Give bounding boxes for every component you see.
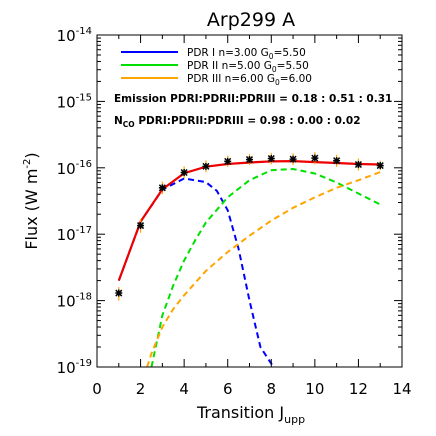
data-point — [289, 153, 297, 166]
point-marker — [180, 168, 188, 177]
data-point — [115, 287, 123, 301]
chart-title: Arp299 A — [207, 9, 295, 31]
x-tick-label: 8 — [267, 380, 277, 398]
data-point — [158, 181, 166, 195]
point-marker — [224, 157, 232, 165]
point-marker — [115, 289, 123, 297]
legend-entry: PDR III n=6.00 G0=6.00 — [121, 73, 312, 87]
legend-entry: PDR I n=3.00 G0=5.50 — [121, 47, 306, 61]
x-tick-label: 12 — [349, 380, 368, 398]
data-point — [224, 155, 232, 167]
x-tick-label: 4 — [179, 380, 189, 398]
x-tick-label: 10 — [305, 380, 324, 398]
x-tick-label: 6 — [223, 380, 233, 398]
data-point — [245, 153, 254, 166]
model-line-pdr-ii — [150, 167, 381, 367]
x-tick-label: 14 — [392, 380, 411, 398]
point-marker — [354, 161, 362, 169]
model-line-pdr-iii — [146, 171, 381, 367]
point-marker — [202, 162, 210, 170]
data-point — [354, 158, 362, 171]
y-tick-label: 10-15 — [57, 92, 92, 111]
y-tick-label: 10-14 — [57, 26, 92, 45]
data-point — [333, 154, 341, 167]
model-line-pdr-i — [117, 177, 275, 367]
y-axis-label: Flux (W m-2) — [22, 152, 41, 249]
point-marker — [311, 154, 319, 162]
y-tick-label: 10-16 — [57, 159, 92, 178]
point-marker — [137, 222, 145, 230]
data-point — [180, 166, 188, 179]
model-line-total — [117, 159, 381, 281]
data-point — [202, 160, 210, 173]
legend-label: PDR III n=6.00 G0=6.00 — [187, 73, 312, 87]
data-point — [267, 152, 275, 165]
axes: 0 2 4 6 8 10 12 14 10-19 10-18 10-17 10-16 10-15 10-1… — [57, 26, 412, 398]
legend-label: PDR I n=3.00 G0=5.50 — [187, 47, 306, 61]
point-marker — [245, 156, 254, 164]
x-axis-label: Transition Jupp — [196, 403, 305, 426]
y-tick-label: 10-17 — [57, 225, 92, 244]
point-marker — [158, 184, 166, 192]
data-point — [376, 160, 384, 171]
emission-ratio-annotation: Emission PDRI:PDRII:PDRIII = 0.18 : 0.51… — [114, 93, 392, 105]
x-tick-label: 0 — [92, 380, 102, 398]
observed-points — [115, 152, 384, 301]
model-curves — [117, 159, 381, 367]
point-marker — [376, 162, 384, 170]
point-marker — [289, 155, 297, 163]
nco-ratio-annotation: NCO PDRI:PDRII:PDRIII = 0.98 : 0.00 : 0.… — [114, 115, 361, 129]
point-marker — [333, 157, 341, 165]
point-marker — [267, 154, 275, 163]
data-point — [137, 218, 145, 233]
x-tick-label: 2 — [136, 380, 146, 398]
data-point — [311, 152, 319, 165]
legend-entry: PDR II n=5.00 G0=5.50 — [121, 60, 309, 74]
legend-label: PDR II n=5.00 G0=5.50 — [187, 60, 309, 74]
y-tick-label: 10-19 — [57, 358, 92, 377]
y-tick-label: 10-18 — [57, 292, 92, 311]
